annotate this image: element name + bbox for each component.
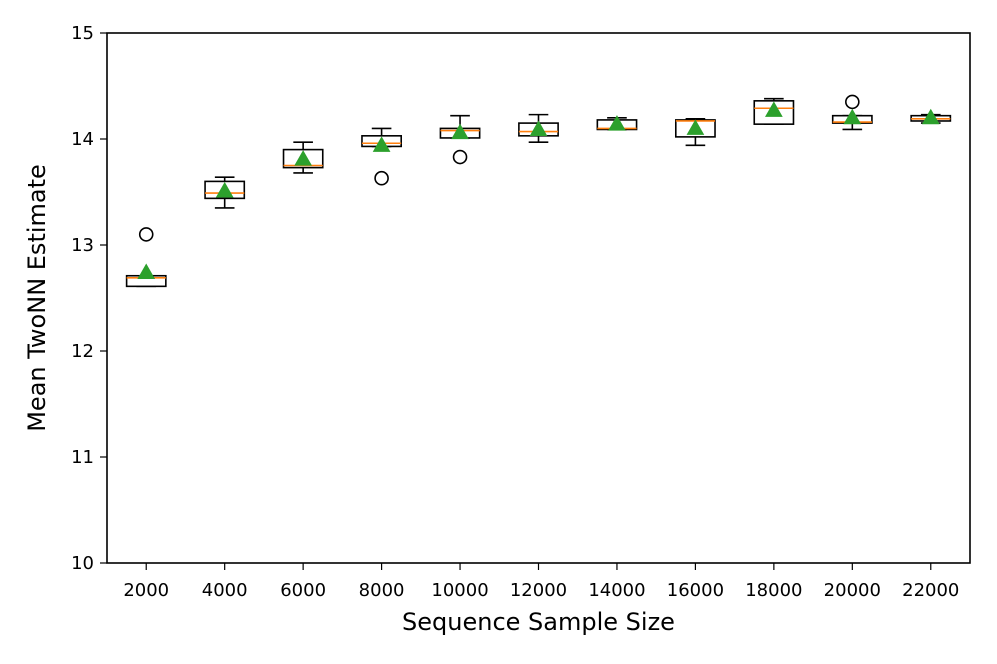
outlier-point [374,170,389,186]
x-tick-label: 22000 [902,580,959,601]
y-tick-label: 15 [71,23,94,44]
y-axis-label: Mean TwoNN Estimate [23,164,51,432]
x-tick-label: 6000 [280,580,326,601]
x-tick-label: 2000 [123,580,169,601]
mean-marker [137,263,156,280]
x-tick-label: 14000 [588,580,645,601]
y-tick-label: 10 [71,553,94,574]
plot-frame [106,32,971,564]
box-group-20000 [831,94,873,131]
y-tick-label: 12 [71,341,94,362]
outlier-point [452,149,468,165]
box-group-14000 [596,115,638,131]
x-tick-label: 20000 [824,580,881,601]
plot-marks [125,94,952,288]
mean-marker [372,136,391,152]
box-group-4000 [204,176,246,209]
x-tick-label: 18000 [745,580,802,601]
x-tick-label: 12000 [510,580,567,601]
box-group-2000 [125,227,167,288]
box-group-8000 [361,127,403,186]
box-group-12000 [518,113,559,143]
x-tick-label: 16000 [667,580,724,601]
x-axis-label: Sequence Sample Size [402,608,675,636]
mean-marker [765,101,783,117]
box-group-22000 [910,108,952,125]
mean-marker [686,119,705,135]
mean-marker [451,123,469,140]
mean-marker [843,108,862,125]
axes: 2000 4000 6000 8000 10000 12000 14000 16000 1800… [71,23,959,601]
mean-marker [608,115,626,131]
box-group-6000 [282,141,324,174]
outlier-point [138,227,154,242]
box-group-16000 [674,118,716,147]
y-tick-label: 11 [71,447,94,468]
box-group-18000 [753,97,795,125]
mean-marker [294,150,312,166]
x-tick-label: 10000 [431,580,488,601]
x-tick-label: 8000 [359,580,405,601]
box-group-10000 [439,114,481,165]
y-tick-label: 14 [71,129,94,150]
outlier-point [845,94,860,110]
y-tick-label: 13 [71,235,94,256]
x-tick-label: 4000 [202,580,248,601]
mean-marker [921,108,940,125]
mean-marker [215,181,234,198]
mean-marker [529,120,548,136]
